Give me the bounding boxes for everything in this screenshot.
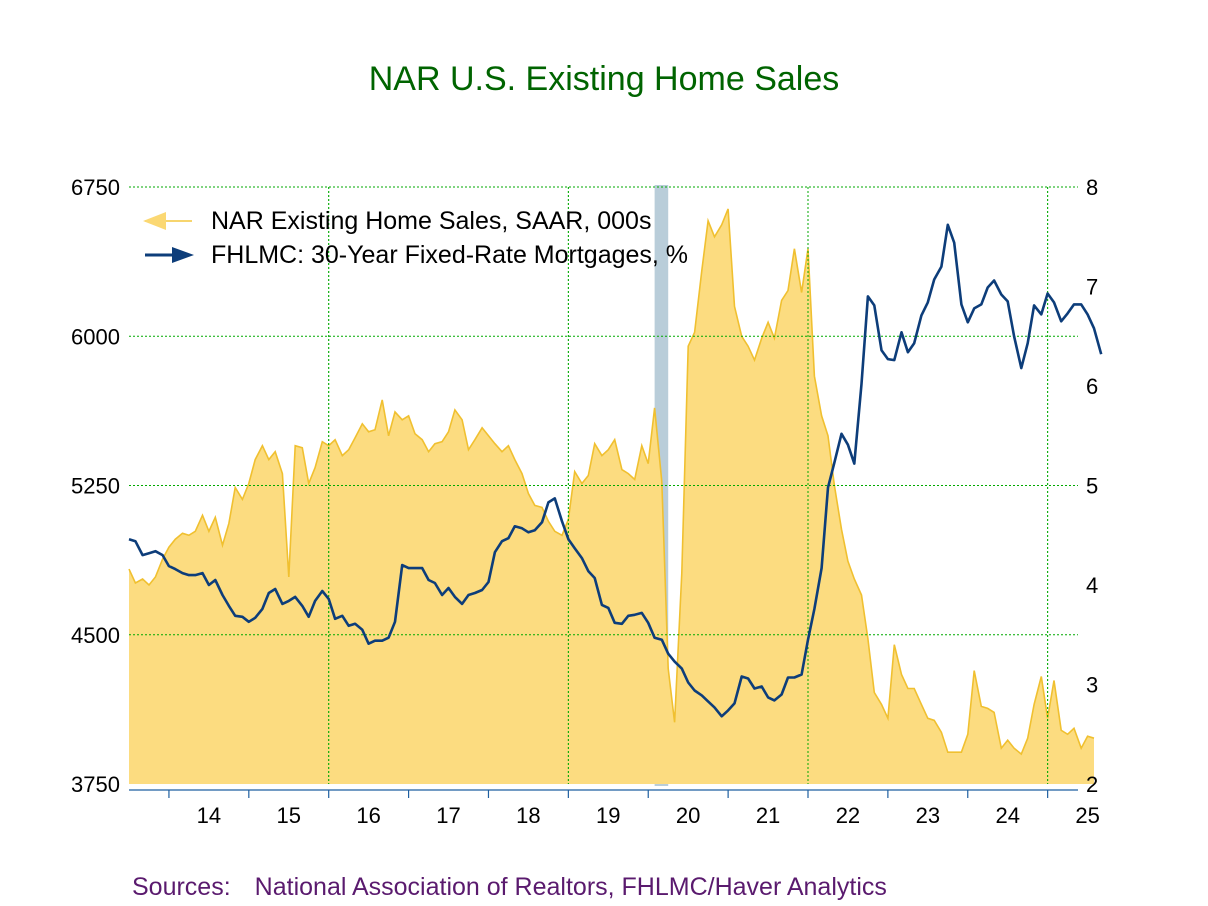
right-tick-label: 3 — [1086, 673, 1098, 698]
legend-arrow-sales-icon — [143, 212, 166, 230]
right-tick-label: 2 — [1086, 772, 1098, 797]
mortgage-line — [128, 223, 1103, 718]
left-tick-label: 6000 — [71, 324, 120, 349]
x-tick-label: 23 — [916, 803, 940, 828]
grid-layer — [129, 186, 1078, 784]
sales-series-layer — [128, 208, 1095, 784]
x-tick-label: 20 — [676, 803, 700, 828]
right-tick-label: 6 — [1086, 374, 1098, 399]
x-tick-label: 16 — [356, 803, 380, 828]
axis-layer — [129, 789, 1078, 798]
sources-text: National Association of Realtors, FHLMC/… — [255, 873, 887, 901]
legend-item-sales: NAR Existing Home Sales, SAAR, 000s — [143, 207, 651, 235]
sources-label: Sources: — [132, 873, 231, 901]
right-tick-label: 8 — [1086, 175, 1098, 200]
right-axis-ticks: 8 7 6 5 4 3 2 — [1086, 175, 1098, 797]
x-tick-label: 15 — [277, 803, 301, 828]
legend: NAR Existing Home Sales, SAAR, 000s FHLM… — [143, 207, 688, 269]
x-tick-label: 22 — [836, 803, 860, 828]
x-axis-ticks: 14 15 16 17 18 19 20 21 22 23 24 25 — [197, 803, 1100, 828]
legend-arrow-mortgage-icon — [172, 247, 194, 263]
sales-area — [129, 208, 1094, 784]
chart-title: NAR U.S. Existing Home Sales — [369, 60, 840, 98]
right-tick-label: 7 — [1086, 275, 1098, 300]
x-tick-label: 18 — [516, 803, 540, 828]
sources-line: Sources: National Association of Realtors… — [132, 873, 887, 901]
sales-line — [128, 208, 1095, 756]
x-tick-label: 21 — [756, 803, 780, 828]
left-axis-ticks: 6750 6000 5250 4500 3750 — [71, 175, 120, 797]
left-tick-label: 5250 — [71, 474, 120, 499]
x-tick-label: 25 — [1075, 803, 1099, 828]
legend-label-mortgage: FHLMC: 30-Year Fixed-Rate Mortgages, % — [211, 241, 688, 269]
left-tick-label: 3750 — [71, 772, 120, 797]
x-tick-label: 24 — [995, 803, 1019, 828]
x-tick-label: 17 — [436, 803, 460, 828]
x-tick-label: 14 — [197, 803, 221, 828]
x-tick-label: 19 — [596, 803, 620, 828]
right-tick-label: 4 — [1086, 573, 1098, 598]
right-tick-label: 5 — [1086, 474, 1098, 499]
legend-item-mortgage: FHLMC: 30-Year Fixed-Rate Mortgages, % — [145, 241, 688, 269]
left-tick-label: 6750 — [71, 175, 120, 200]
mortgage-series-layer — [128, 223, 1103, 718]
left-tick-label: 4500 — [71, 623, 120, 648]
legend-label-sales: NAR Existing Home Sales, SAAR, 000s — [211, 207, 651, 235]
